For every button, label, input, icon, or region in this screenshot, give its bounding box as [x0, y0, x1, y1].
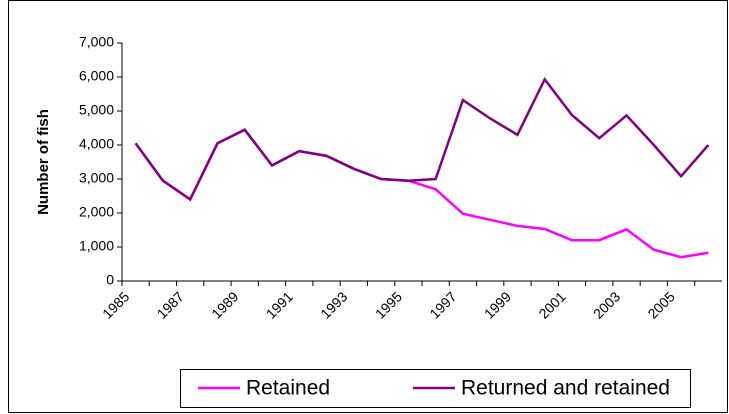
x-tick-label: 2005	[644, 288, 677, 321]
x-tick-label: 1985	[99, 288, 132, 321]
legend-label: Returned and retained	[461, 377, 670, 400]
y-tick-label: 3,000	[79, 170, 114, 186]
y-tick-label: 5,000	[79, 102, 114, 118]
x-tick-label: 2001	[535, 288, 568, 321]
legend-box	[180, 369, 691, 408]
x-tick-label: 1989	[208, 288, 241, 321]
x-tick-label: 1997	[426, 288, 459, 321]
y-tick-label: 0	[106, 272, 114, 288]
x-tick-label: 1993	[317, 288, 350, 321]
y-tick-label: 4,000	[79, 136, 114, 152]
x-tick-label: 1987	[154, 288, 187, 321]
legend-label: Retained	[246, 377, 330, 400]
series-line	[134, 128, 709, 259]
x-tick-label: 1991	[263, 288, 296, 321]
series-line	[134, 77, 710, 202]
chart-frame	[8, 0, 728, 413]
x-tick-label: 1995	[372, 288, 405, 321]
y-axis-label: Number of fish	[35, 109, 52, 215]
y-tick-label: 2,000	[79, 204, 114, 220]
y-tick-label: 6,000	[79, 68, 114, 84]
x-tick-label: 1999	[481, 288, 514, 321]
x-tick-label: 2003	[590, 288, 623, 321]
y-tick-label: 7,000	[79, 34, 114, 50]
y-tick-label: 1,000	[79, 238, 114, 254]
